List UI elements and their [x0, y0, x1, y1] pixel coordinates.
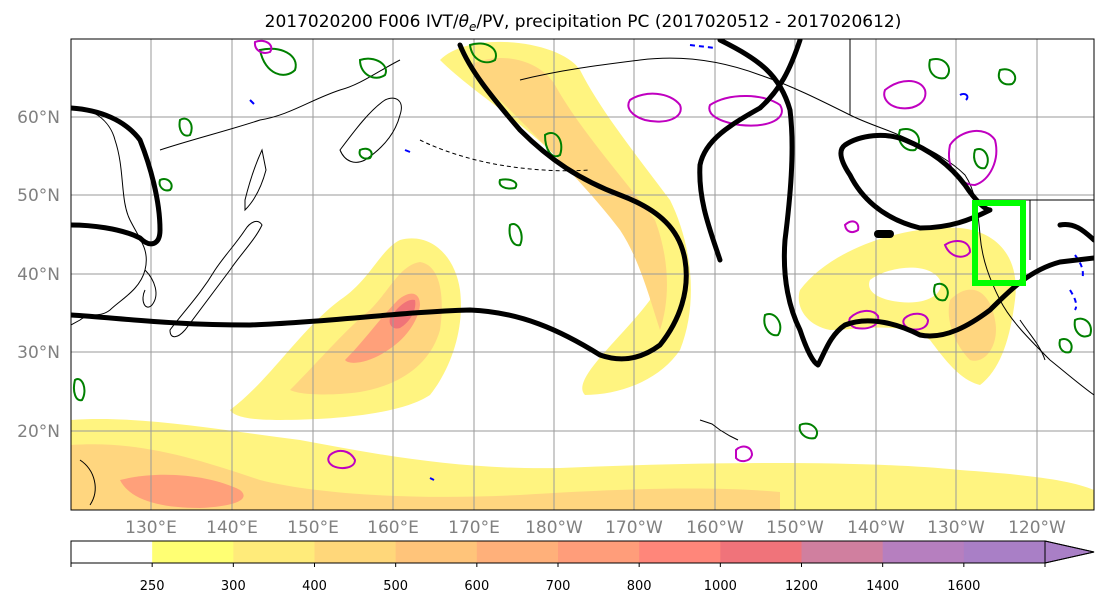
colorbar-segment: [476, 541, 559, 563]
coast-sakhalin: [244, 148, 267, 212]
lat-label: 40°N: [17, 265, 60, 285]
lon-label: 130°E: [125, 518, 177, 538]
colorbar-segment: [801, 541, 884, 563]
colorbar-frame: [70, 540, 1095, 564]
theta-e-gulf: [838, 133, 993, 231]
lon-label: 150°E: [287, 518, 339, 538]
colorbar-segment: [152, 541, 234, 563]
coast-korea: [142, 269, 157, 308]
lon-label: 170°W: [605, 518, 663, 538]
highlight-region-box[interactable]: [972, 200, 1026, 286]
ivt-shading: [71, 41, 1094, 510]
colorbar-tick-label: 1000: [704, 579, 737, 594]
coast-japan: [169, 220, 263, 338]
colorbar-tick-label: 600: [464, 579, 489, 594]
colorbar-segment: [233, 541, 315, 563]
colorbar-tick-label: 400: [302, 579, 327, 594]
colorbar-extend-arrow: [1044, 540, 1095, 564]
lat-label: 60°N: [17, 108, 60, 128]
colorbar-ticks: 250 300 400 500 600 700 800 1000 1200 1400 1600: [70, 563, 1046, 594]
lon-label: 150°W: [766, 518, 824, 538]
coast-baja: [1019, 319, 1046, 361]
ivt-tropical-band-inner: [71, 444, 780, 510]
colorbar-segment: [71, 541, 153, 563]
theta-e-east-trough: [717, 39, 1094, 368]
ivt-tropical-band: [71, 419, 1094, 510]
coast-hawaii: [699, 419, 739, 441]
colorbar-tick-label: 800: [627, 579, 652, 594]
coast-russia-east: [159, 59, 401, 151]
lon-label: 180°W: [525, 518, 583, 538]
gridlines: [71, 39, 1094, 510]
colorbar-segment: [639, 541, 721, 563]
map-frame: [70, 38, 1095, 511]
colorbar-segment: [720, 541, 802, 563]
lon-label: 120°W: [1008, 518, 1066, 538]
theta-e-west: [71, 105, 163, 247]
colorbar-segment: [395, 541, 478, 563]
colorbar-segment: [558, 541, 640, 563]
colorbar-tick-label: 700: [546, 579, 571, 594]
theta-e-contours: [71, 39, 1094, 368]
lat-label: 30°N: [17, 343, 60, 363]
lon-label: 140°E: [206, 518, 258, 538]
colorbar-tick-label: 500: [383, 579, 408, 594]
lat-label: 20°N: [17, 422, 60, 442]
ivt-eastern-core: [948, 289, 996, 361]
colorbar-tick-label: 250: [140, 579, 165, 594]
colorbar-segments: [71, 541, 1046, 563]
lon-label: 170°E: [448, 518, 500, 538]
theta-e-east-cut: [1057, 221, 1094, 243]
coast-na-west: [909, 139, 1094, 396]
theta-e-southern: [71, 42, 689, 362]
lat-label: 50°N: [17, 186, 60, 206]
map-title: 2017020200 F006 IVT/θe/PV, precipitation…: [265, 12, 902, 34]
map-panel: 60°N 50°N 40°N 30°N 20°N 130°E 140°E 150…: [17, 38, 1095, 538]
coast-kamchatka: [339, 97, 402, 163]
lon-label: 160°E: [367, 518, 419, 538]
colorbar-tick-label: 1400: [866, 579, 899, 594]
theta-e-alaska: [697, 39, 803, 263]
coast-philippines: [79, 459, 96, 506]
colorbar-segment: [314, 541, 397, 563]
lon-labels: 130°E 140°E 150°E 160°E 170°E 180°W 170°…: [125, 518, 1066, 538]
lon-label: 130°W: [927, 518, 985, 538]
lat-labels: 60°N 50°N 40°N 30°N 20°N: [17, 108, 60, 442]
colorbar: 250 300 400 500 600 700 800 1000 1200 1400 1600: [70, 540, 1095, 594]
lon-label: 160°W: [686, 518, 744, 538]
lon-label: 140°W: [847, 518, 905, 538]
ivt-plume-mid: [290, 262, 442, 395]
ivt-eastern-ring: [869, 267, 941, 303]
colorbar-tick-label: 300: [221, 579, 246, 594]
colorbar-tick-label: 1600: [947, 579, 980, 594]
coast-alaska: [519, 57, 911, 141]
ivt-filament-core: [470, 57, 667, 330]
colorbar-segment: [882, 541, 965, 563]
pv-contours-blue: [249, 44, 1084, 481]
coast-aleutians: [419, 139, 591, 172]
colorbar-tick-label: 1200: [785, 579, 818, 594]
pv-contours-green: [72, 42, 1092, 440]
colorbar-segment: [963, 541, 1046, 563]
